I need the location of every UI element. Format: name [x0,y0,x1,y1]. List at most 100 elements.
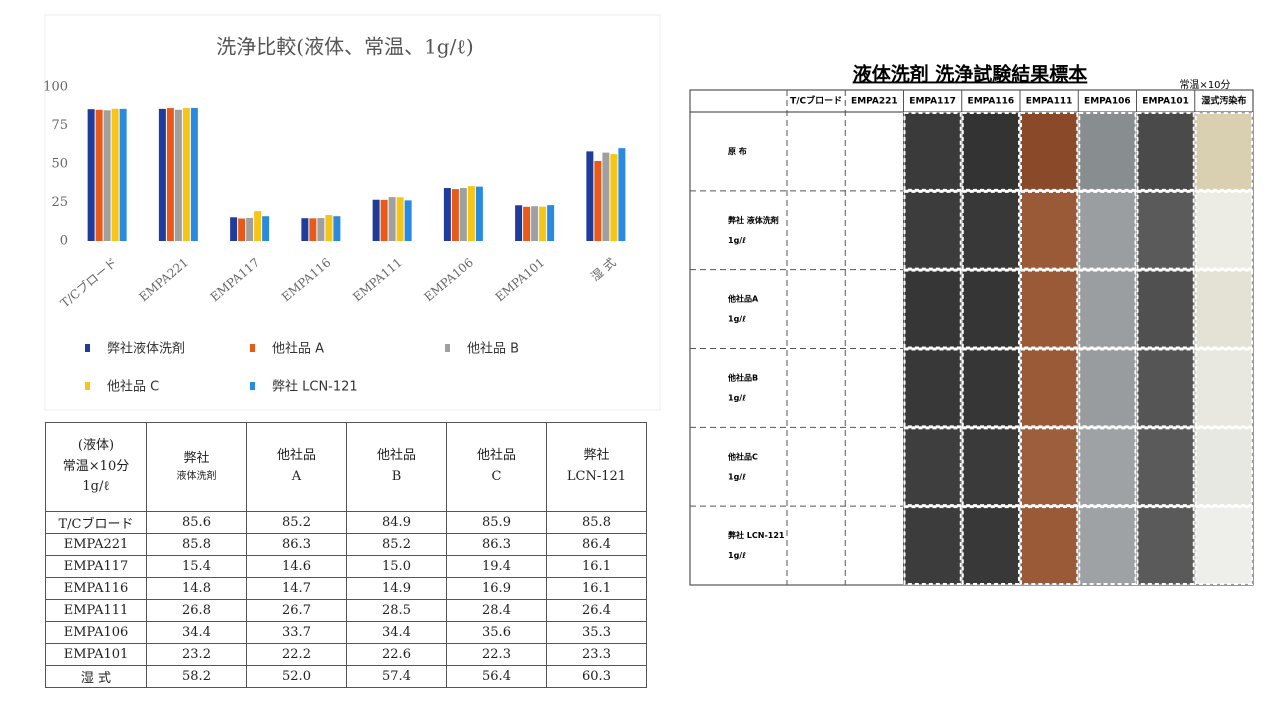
column-header-text: LCN-121 [566,469,627,484]
samples-column-label: EMPA117 [909,97,956,107]
column-header-text: 弊社 [583,448,610,464]
bar [515,205,523,241]
table-row: T/Cブロード 85.6 85.2 84.9 85.9 85.8 [45,511,647,534]
table-cell: EMPA117 [45,555,147,578]
bar [380,199,388,241]
bar [246,217,254,241]
samples-column-label: T/Cブロード [790,95,842,107]
column-header-text: B [391,469,402,484]
fabric-swatch [961,112,1020,191]
fabric-swatch [1194,190,1253,270]
table-cell: T/Cブロード [45,511,147,534]
table-cell: 15.4 [146,555,247,578]
bar [95,109,103,242]
fabric-swatch [903,348,962,428]
fabric-swatch [903,190,962,270]
bar [467,186,475,241]
legend-swatch [250,344,255,352]
table-cell: 35.6 [446,621,547,644]
legend-swatch [250,382,255,390]
table-row: EMPA117 15.4 14.6 15.0 19.4 16.1 [45,555,647,578]
samples-note: 常温×10分 [1179,78,1230,91]
legend-label: 他社品 B [467,341,519,357]
fabric-swatch [1078,427,1137,507]
fabric-swatch [1194,269,1253,349]
table-row: EMPA116 14.8 14.7 14.9 16.9 16.1 [45,577,647,600]
fabric-swatch [903,427,962,507]
header-row: (液体) 常温×10分 1g/ℓ 弊社 液体洗剤 他社品 A 他社品 B 他社品 C 弊社 LCN-12… [45,422,647,512]
chart-title: 洗浄比較(液体、常温、1g/ℓ) [216,35,473,59]
fabric-swatch [1136,506,1195,585]
table-cell: 26.4 [546,599,647,622]
bar [547,205,555,241]
bar [87,109,95,242]
fabric-swatch [961,190,1020,270]
bar [254,211,262,241]
fabric-swatch [1078,269,1137,349]
table-row: 湿 式 58.2 52.0 57.4 56.4 60.3 [45,665,647,688]
table-cell: 52.0 [246,665,347,688]
legend-label: 弊社液体洗剤 [107,341,185,357]
samples-column-label: 湿式汚染布 [1201,95,1246,107]
table-cell: 86.3 [446,533,547,556]
table-cell: 35.3 [546,621,647,644]
bar [531,206,539,241]
fabric-swatch [1020,506,1079,585]
fabric-swatch [1136,348,1195,428]
y-tick-label: 50 [51,157,68,172]
table-cell: 14.6 [246,555,347,578]
table-cell: 23.3 [546,643,647,666]
bar [111,108,119,242]
column-header: 弊社 液体洗剤 [146,422,247,512]
table-cell: 86.3 [246,533,347,556]
samples-row-label: 弊社 LCN-121 [728,530,785,540]
fabric-swatch [1078,112,1137,191]
table-cell: 28.5 [346,599,447,622]
bar [594,160,602,241]
fabric-swatch [961,348,1020,428]
bar [238,218,246,241]
fabric-swatch [903,112,962,191]
samples-column-label: EMPA101 [1142,97,1189,107]
bar [230,217,238,241]
bar [443,188,451,241]
bar [262,216,270,241]
y-tick-label: 75 [51,118,68,133]
table-cell: 湿 式 [45,665,147,688]
bar [174,109,182,242]
table-cell: 60.3 [546,665,647,688]
fabric-swatch [1194,348,1253,428]
legend-label: 他社品 C [107,379,159,395]
fabric-swatch [1020,269,1079,349]
table-cell: EMPA101 [45,643,147,666]
corner-text: 1g/ℓ [82,479,110,495]
fabric-swatch [1194,112,1253,191]
legend-swatch [445,344,450,352]
column-header-text: C [491,469,502,484]
bar [602,152,610,241]
bar [451,189,459,241]
table-row: EMPA101 23.2 22.2 22.6 22.3 23.3 [45,643,647,666]
column-header: 他社品 B [346,422,447,512]
table-cell: 85.8 [546,511,647,534]
fabric-swatch [1136,190,1195,270]
fabric-swatch [1078,190,1137,270]
samples-row-label: 他社品A [727,294,759,304]
fabric-swatch [903,506,962,585]
bar [158,108,166,241]
corner-text: 常温×10分 [62,458,130,474]
table-cell: 16.1 [546,555,647,578]
table-cell: EMPA111 [45,599,147,622]
table-cell: 84.9 [346,511,447,534]
legend-swatch [85,344,90,352]
table-cell: 16.1 [546,577,647,600]
chart-frame [44,14,661,411]
bar [610,154,618,241]
table-cell: 16.9 [446,577,547,600]
table-cell: 86.4 [546,533,647,556]
bar [325,214,333,241]
column-header-text: 弊社 [183,450,210,466]
column-header: 他社品 A [246,422,347,512]
corner-cell: (液体) 常温×10分 1g/ℓ [45,422,147,512]
